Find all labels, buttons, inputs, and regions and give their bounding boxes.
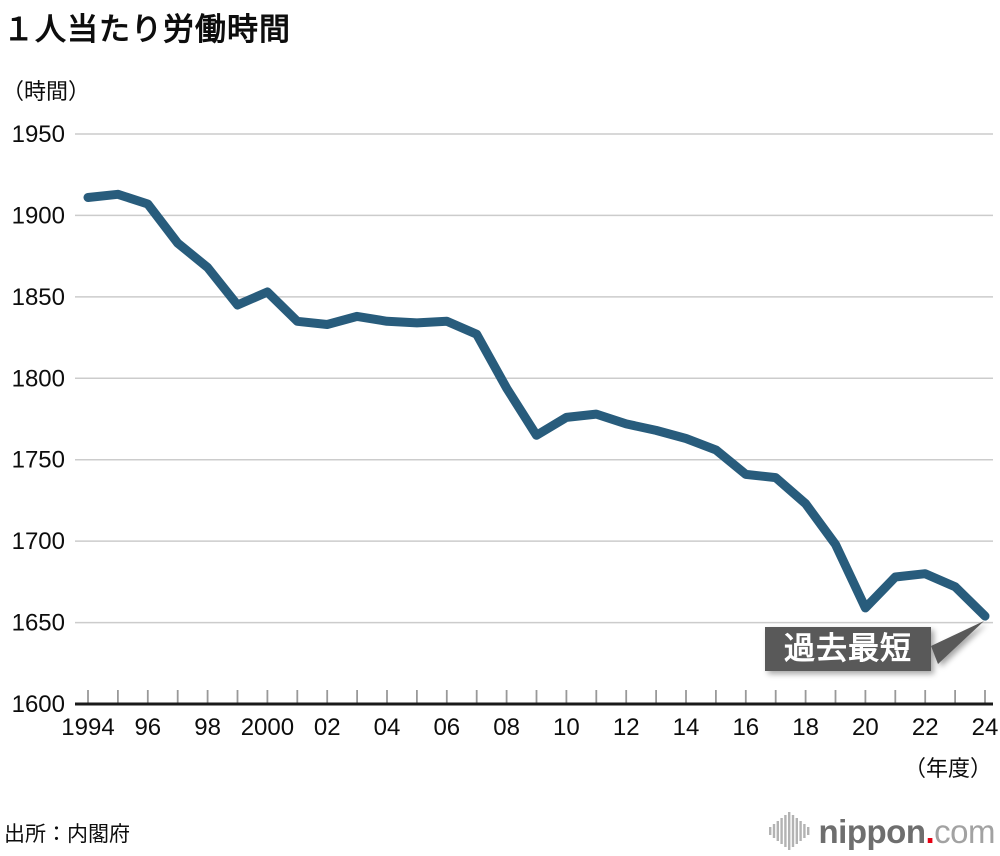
x-axis-tick-label: 1994 (61, 714, 114, 741)
x-axis-tick-label: 24 (972, 714, 999, 741)
logo-dot: . (925, 812, 935, 850)
trend-line (83, 189, 990, 621)
line-chart: 1600 1650 1700 1750 1800 1850 1900 1950 1994 96 98… (12, 121, 999, 741)
chart-title: １人当たり労働時間 (3, 12, 291, 47)
y-axis-tick-label: 1750 (12, 447, 65, 474)
x-axis-tick-label: 98 (194, 714, 221, 741)
x-axis-tick-label: 14 (673, 714, 700, 741)
x-axis-tick-label: 02 (314, 714, 341, 741)
x-axis-tick-label: 04 (374, 714, 401, 741)
x-axis-tick-label: 2000 (241, 714, 294, 741)
y-axis-tick-label: 1850 (12, 284, 65, 311)
y-axis-tick-label: 1900 (12, 202, 65, 229)
y-axis-tick-label: 1800 (12, 365, 65, 392)
y-axis-tick-label: 1600 (12, 691, 65, 718)
nippon-logo-soundwave-icon (768, 812, 809, 850)
logo-brand-text: nippon (818, 812, 926, 850)
y-axis-tick-label: 1650 (12, 610, 65, 637)
y-axis-unit-label: （時間） (2, 79, 91, 104)
y-axis-tick-label: 1950 (12, 121, 65, 148)
source-note: 出所：内閣府 (4, 823, 130, 846)
logo-tld-text: com (934, 812, 995, 850)
x-axis-tick-label: 96 (134, 714, 161, 741)
x-axis-tick-label: 08 (493, 714, 520, 741)
x-axis-tick-label: 18 (792, 714, 819, 741)
x-axis-tick-label: 12 (613, 714, 640, 741)
x-axis-tick-label: 20 (852, 714, 879, 741)
annotation-label: 過去最短 (765, 627, 931, 671)
x-axis-tick-label: 06 (433, 714, 460, 741)
annotation-callout: 過去最短 (765, 621, 984, 671)
x-axis-tick-label: 22 (912, 714, 939, 741)
x-axis-tick-label: 10 (553, 714, 580, 741)
annotation-pointer-icon (931, 621, 984, 664)
x-axis-tick-label: 16 (732, 714, 759, 741)
nippon-logo: nippon.com (768, 812, 996, 850)
y-axis-tick-label: 1700 (12, 528, 65, 555)
nippon-logo-text: nippon.com (818, 812, 996, 850)
x-axis-unit-label: （年度） (903, 756, 992, 781)
